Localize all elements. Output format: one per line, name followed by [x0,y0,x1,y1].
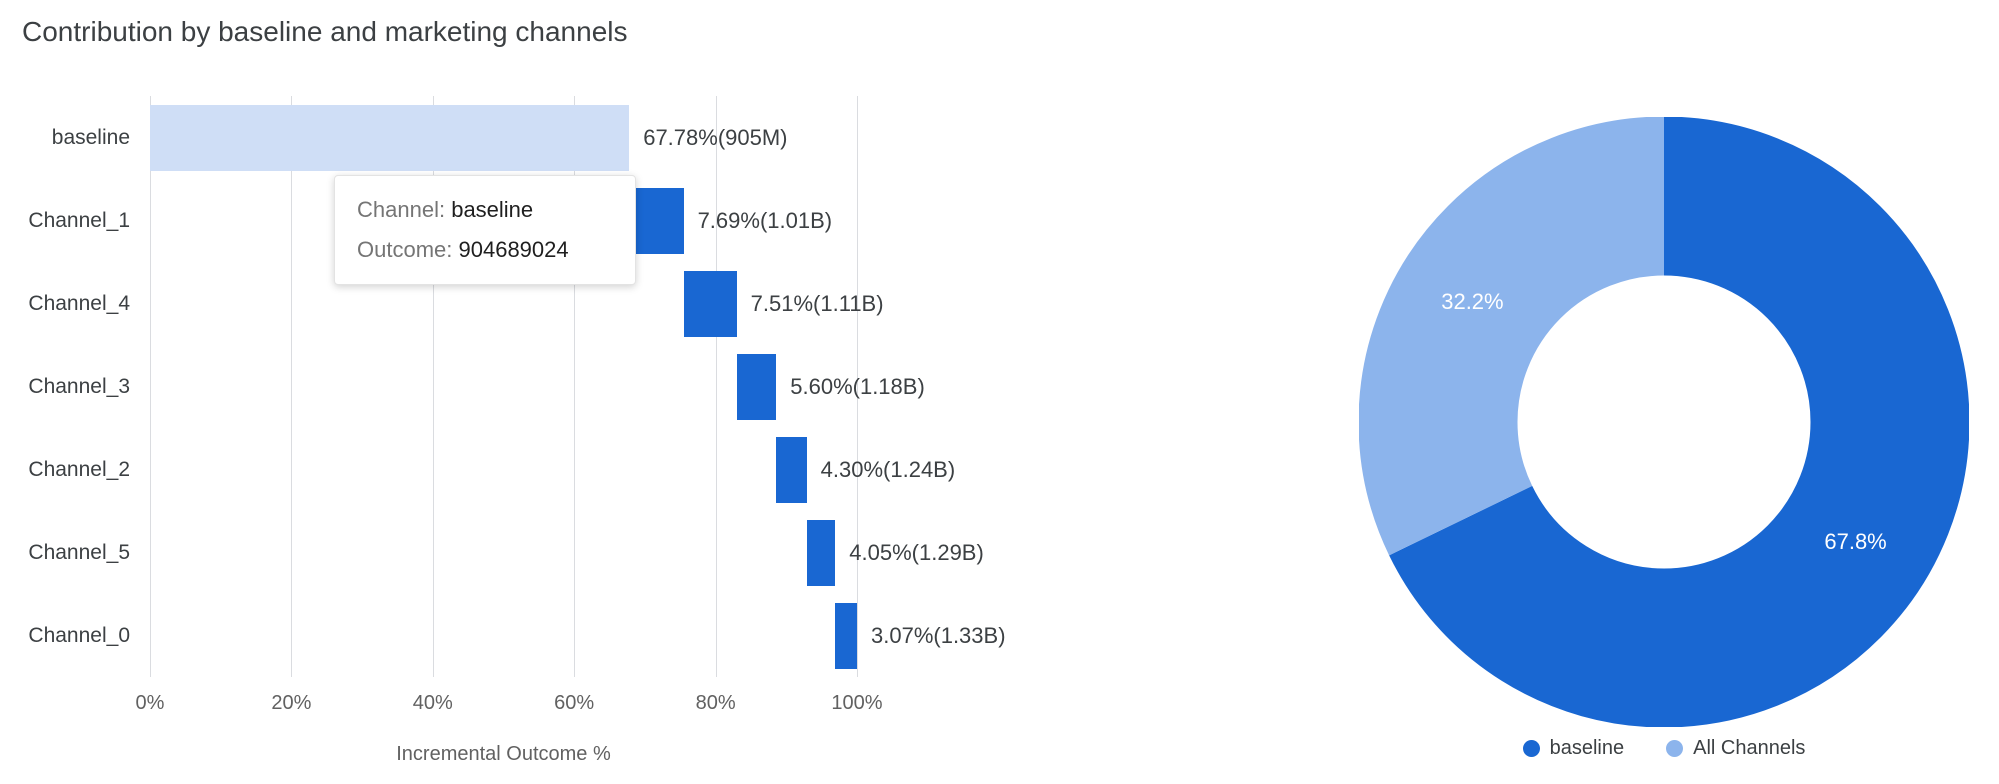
donut-slice-percent-baseline: 67.8% [1824,528,1887,554]
bar-value-label-Channel_0: 3.07%(1.33B) [871,622,1006,648]
x-tick-label: 100% [831,692,883,714]
category-label-Channel_3: Channel_3 [28,374,130,398]
waterfall-xticks: 0% 20% 40% 60% 80% 100% [136,691,883,717]
waterfall-categories: baseline Channel_1 Channel_4 Channel_3 Chann… [0,96,130,677]
tooltip-channel-key: Channel: [357,197,446,222]
x-tick-label: 0% [135,692,165,714]
bar-value-label-Channel_1: 7.69%(1.01B) [697,207,833,233]
waterfall-bar-Channel_5[interactable] [806,519,836,586]
bar-value-label-Channel_3: 5.60%(1.18B) [790,373,925,399]
donut-slice-percent-all-channels: 32.2% [1441,289,1504,315]
waterfall-bar-Channel_3[interactable] [736,353,777,420]
legend-item-all-channels[interactable]: All Channels [1666,737,1805,760]
gridline [432,96,434,677]
gridline [857,96,858,677]
legend-label: All Channels [1693,737,1806,759]
category-label-Channel_0: Channel_0 [28,623,130,647]
legend-label: baseline [1549,737,1625,759]
bar-value-label-Channel_5: 4.05%(1.29B) [849,539,984,565]
waterfall-bar-Channel_0[interactable] [835,602,857,669]
chart-title: Contribution by baseline and marketing c… [22,16,628,47]
gridline [150,96,151,677]
legend-dot-icon [1522,740,1540,757]
x-axis-title: Incremental Outcome % [396,743,611,765]
bar-value-label-Channel_4: 7.51%(1.11B) [750,290,884,316]
tooltip-outcome-key: Outcome: [357,237,453,262]
category-label-Channel_4: Channel_4 [28,291,130,315]
category-label-Channel_5: Channel_5 [28,540,130,564]
gridline [715,96,717,677]
gridline [291,96,293,677]
category-label-Channel_1: Channel_1 [28,208,130,232]
category-label-Channel_2: Channel_2 [28,457,130,481]
tooltip-channel-line: Channel: baseline [357,190,613,230]
bar-value-label-baseline: 67.78%(905M) [643,124,788,150]
category-label-baseline: baseline [51,125,130,149]
tooltip-channel-value: baseline [451,197,534,222]
x-tick-label: 20% [271,692,312,714]
x-tick-label: 40% [412,692,453,714]
legend-dot-icon [1666,740,1684,757]
tooltip-outcome-value: 904689024 [458,237,569,262]
legend-item-baseline[interactable]: baseline [1522,737,1625,760]
x-tick-label: 80% [695,692,736,714]
tooltip: Channel: baseline Outcome: 904689024 [334,175,636,285]
donut-legend: baseline All Channels [1359,737,1969,760]
waterfall-bar-Channel_4[interactable] [683,270,737,337]
donut-slice-all-channels[interactable] [1359,117,1969,727]
x-tick-label: 60% [554,692,595,714]
gridline [574,96,576,677]
waterfall-bar-Channel_1[interactable] [629,187,684,254]
donut-chart: 67.8% 32.2% [1359,117,1969,727]
waterfall-bar-baseline[interactable] [150,104,630,171]
tooltip-outcome-line: Outcome: 904689024 [357,230,613,270]
donut-svg [1359,117,1969,727]
waterfall-plot: 67.78%(905M) 7.69%(1.01B) 7.51%(1.11B) 5.60… [150,96,1006,677]
bar-value-label-Channel_2: 4.30%(1.24B) [820,456,956,482]
waterfall-bar-Channel_2[interactable] [776,436,807,503]
